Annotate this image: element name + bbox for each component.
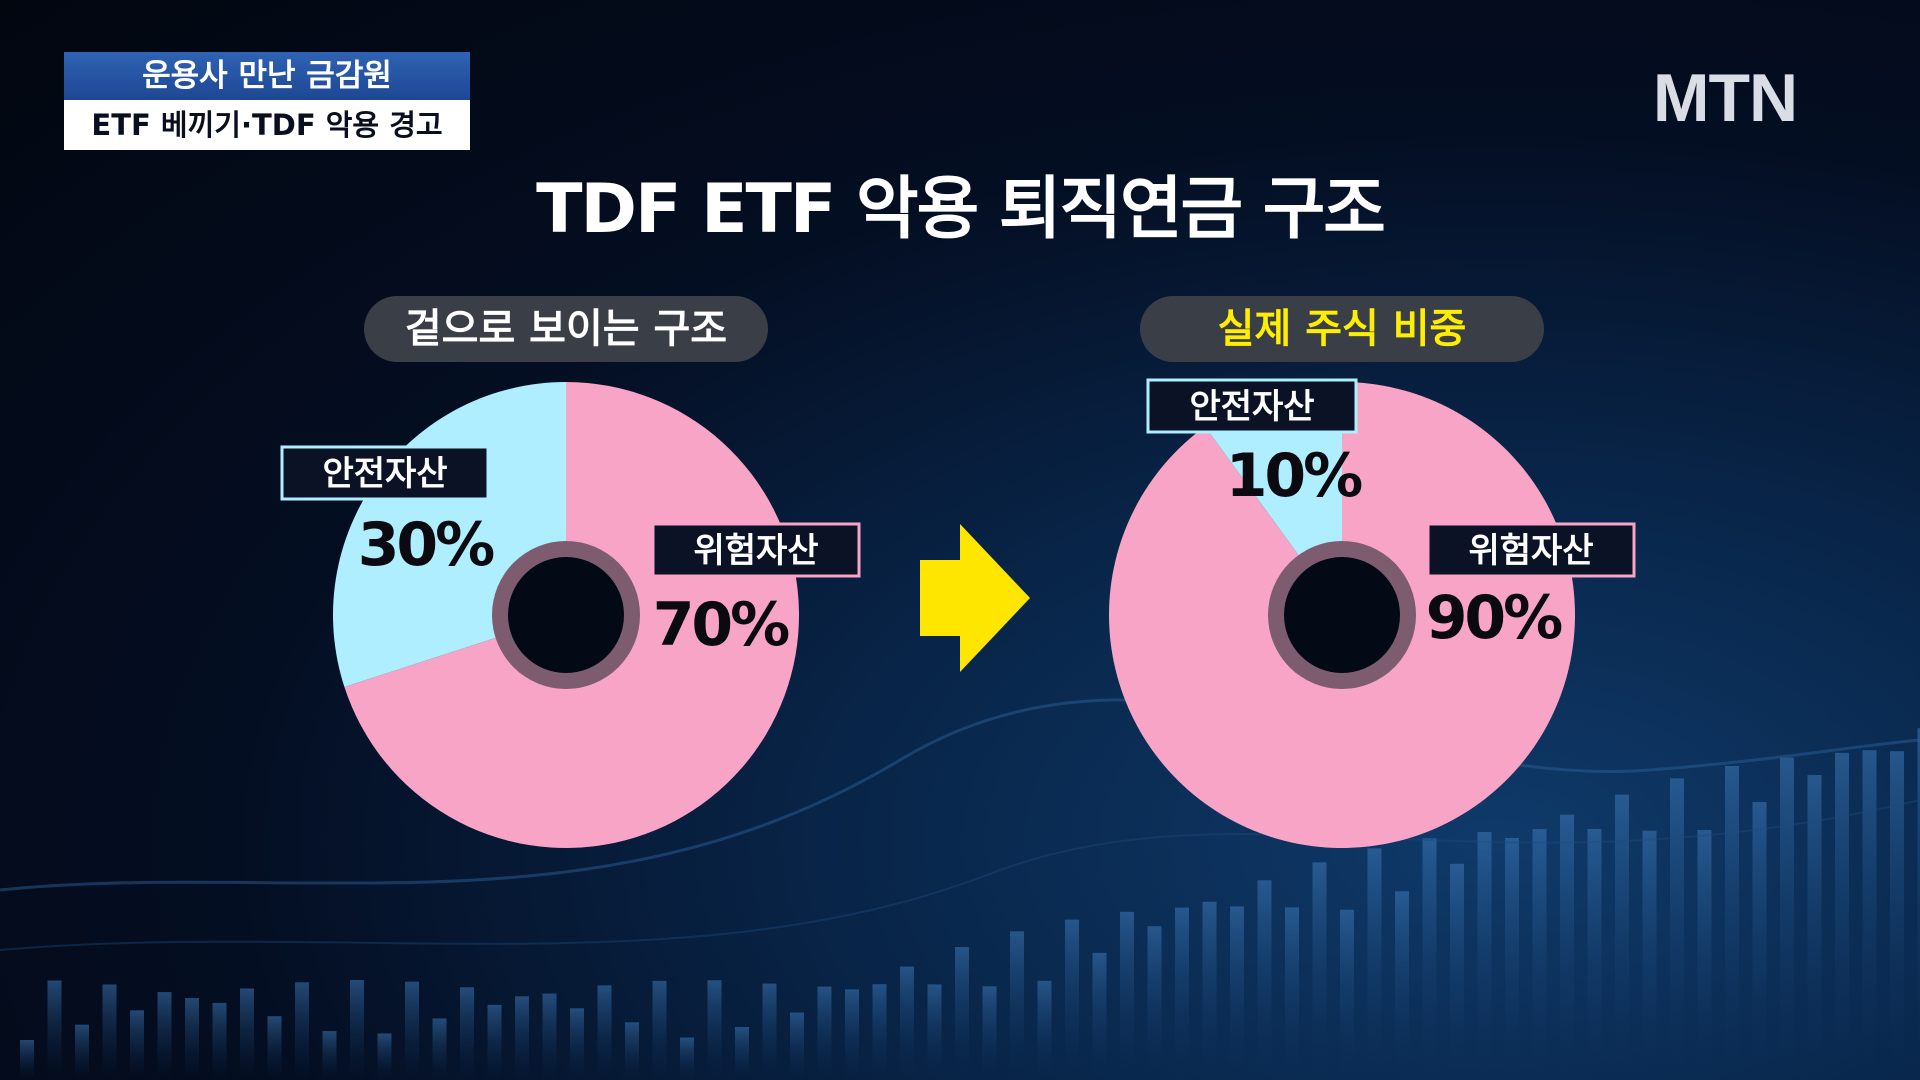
- candle-decoration: [20, 1040, 34, 1080]
- candle-decoration: [1395, 891, 1409, 1080]
- chyron-headline: 운용사 만난 금감원: [64, 52, 470, 100]
- risk-asset-label: 위험자산: [1468, 531, 1593, 571]
- candle-decoration: [1752, 801, 1767, 1080]
- candle-decoration: [460, 987, 474, 1080]
- candle-decoration: [1450, 863, 1464, 1080]
- candle-decoration: [597, 985, 612, 1080]
- pie-1-title-pill: 겉으로 보이는 구조: [364, 296, 768, 362]
- risk-asset-label-box: [1426, 522, 1636, 578]
- candle-decoration: [1807, 775, 1822, 1080]
- candle-decoration: [267, 1016, 282, 1080]
- candle-decoration: [1010, 931, 1024, 1080]
- candle-decoration: [1120, 911, 1134, 1080]
- candle-decoration: [295, 982, 309, 1080]
- candle-decoration: [542, 993, 557, 1080]
- candle-decoration: [900, 966, 914, 1080]
- candle-decoration: [817, 986, 832, 1080]
- background-wave-line: [0, 698, 1920, 892]
- candle-decoration: [1670, 778, 1684, 1080]
- candle-decoration: [845, 989, 859, 1080]
- candle-decoration: [1367, 848, 1382, 1080]
- candle-decoration: [350, 980, 364, 1080]
- candle-decoration: [1587, 828, 1602, 1080]
- candle-decoration: [212, 1002, 227, 1080]
- risk-asset-value: 70%: [653, 590, 789, 660]
- candle-decoration: [762, 983, 777, 1080]
- candle-decoration: [652, 980, 667, 1080]
- candle-decoration: [1285, 907, 1299, 1080]
- candle-decoration: [735, 1027, 749, 1080]
- candle-decoration: [1065, 919, 1079, 1080]
- safe-asset-label-box: [280, 445, 490, 501]
- safe-asset-label: 안전자산: [322, 454, 447, 494]
- safe-asset-label: 안전자산: [1189, 387, 1314, 427]
- candle-decoration: [1642, 830, 1657, 1080]
- risk-asset-value: 90%: [1426, 583, 1562, 653]
- candle-decoration: [1862, 750, 1877, 1080]
- candle-decoration: [1037, 980, 1052, 1080]
- candle-decoration: [1532, 829, 1547, 1080]
- candle-decoration: [515, 996, 529, 1080]
- candle-decoration: [1560, 814, 1574, 1080]
- candle-decoration: [1697, 830, 1712, 1080]
- candle-decoration: [872, 984, 887, 1080]
- pie-chart-actual: 안전자산 10% 위험자산 90%: [1109, 378, 1636, 848]
- candle-decoration: [1257, 880, 1272, 1080]
- safe-asset-value: 30%: [358, 510, 494, 580]
- safe-asset-label-box: [1146, 378, 1358, 434]
- pie-chart-apparent: 안전자산 30% 위험자산 70%: [280, 382, 861, 848]
- candle-decoration: [377, 1033, 392, 1080]
- candle-decoration: [157, 992, 172, 1080]
- candle-decoration: [130, 1010, 144, 1080]
- chart-main-title: TDF ETF 악용 퇴직연금 구조: [536, 170, 1386, 249]
- candle-decoration: [1505, 837, 1519, 1080]
- pie-2-title-pill: 실제 주식 비중: [1140, 296, 1544, 362]
- arrow-right-icon: [920, 524, 1030, 672]
- candle-decoration: [75, 1024, 89, 1080]
- candle-decoration: [927, 984, 942, 1080]
- risk-asset-label: 위험자산: [693, 531, 818, 571]
- candle-decoration: [405, 981, 419, 1080]
- candle-decoration: [955, 947, 969, 1080]
- candle-decoration: [1147, 926, 1162, 1080]
- candle-decoration: [47, 980, 62, 1080]
- pie-hole: [508, 557, 624, 673]
- candle-decoration: [1202, 901, 1217, 1080]
- candle-decoration: [625, 1022, 639, 1080]
- candle-decoration: [570, 1008, 584, 1080]
- candle-decoration: [432, 1018, 447, 1080]
- candle-decoration: [1917, 728, 1920, 1080]
- candle-decoration: [707, 980, 722, 1080]
- candle-decoration: [240, 988, 254, 1080]
- candle-decoration: [322, 1031, 337, 1080]
- candle-decoration: [1780, 757, 1794, 1080]
- candle-decoration: [1725, 766, 1739, 1080]
- candle-decoration: [982, 986, 997, 1080]
- candle-decoration: [1835, 752, 1849, 1080]
- stock-candle-decoration: [20, 728, 1920, 1080]
- mtn-logo: MTN: [1652, 60, 1798, 136]
- candle-decoration: [102, 984, 117, 1080]
- candle-decoration: [1477, 832, 1492, 1080]
- background-wave-line-2: [0, 799, 1920, 951]
- candle-decoration: [1312, 862, 1327, 1080]
- candle-decoration: [1230, 906, 1244, 1080]
- risk-asset-label-box: [651, 522, 861, 578]
- candle-decoration: [1422, 838, 1437, 1080]
- candle-decoration: [1340, 909, 1354, 1080]
- candle-decoration: [1890, 751, 1904, 1080]
- candle-decoration: [680, 1037, 694, 1080]
- candle-decoration: [1175, 907, 1189, 1080]
- candle-decoration: [487, 1004, 502, 1080]
- pie-hole: [1284, 557, 1400, 673]
- safe-asset-value: 10%: [1226, 441, 1362, 511]
- candle-decoration: [185, 998, 199, 1080]
- candle-decoration: [790, 1012, 804, 1080]
- chyron-subheadline: ETF 베끼기·TDF 악용 경고: [64, 100, 470, 150]
- candle-decoration: [1092, 952, 1107, 1080]
- candle-decoration: [1615, 794, 1629, 1080]
